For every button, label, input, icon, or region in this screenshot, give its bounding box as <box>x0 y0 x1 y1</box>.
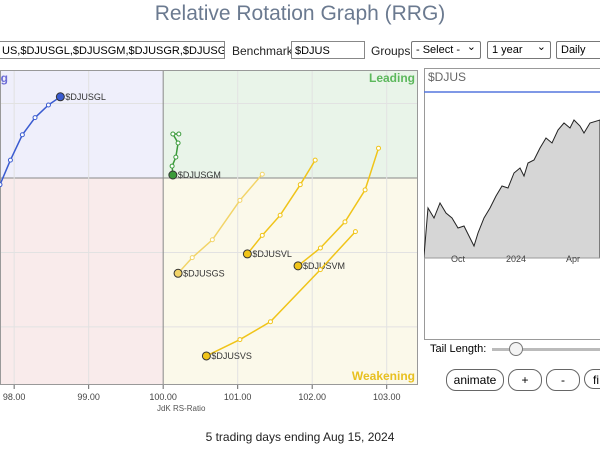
fit-button[interactable]: fi <box>584 369 600 389</box>
quadrant-weakening <box>163 177 418 385</box>
quadrant-leading <box>163 70 418 178</box>
tail-point <box>176 131 182 137</box>
tail-point <box>170 131 176 137</box>
tail-slider-thumb[interactable] <box>509 342 523 356</box>
tail-point <box>317 245 323 251</box>
benchmark-x-label: 2024 <box>506 254 526 264</box>
tail-slider-track[interactable] <box>492 348 600 351</box>
tail-point <box>7 157 13 163</box>
groups-label: Groups: <box>371 44 414 58</box>
tail-point <box>173 154 179 160</box>
benchmark-x-label: Apr <box>566 254 580 264</box>
benchmark-price <box>424 119 600 259</box>
symbols-input[interactable]: US,$DJUSGL,$DJUSGM,$DJUSGR,$DJUSGS <box>0 41 225 59</box>
head-marker <box>173 268 183 278</box>
series-label: $DJUSVS <box>211 351 252 361</box>
series-label: $DJUSGM <box>178 170 221 180</box>
tail-point <box>19 132 25 138</box>
x-tick-label: 99.00 <box>77 392 100 402</box>
page-title: Relative Rotation Graph (RRG) <box>154 2 446 25</box>
tail-point <box>312 157 318 163</box>
quadrant-improving <box>0 70 164 178</box>
tail-point <box>376 145 382 151</box>
series-label: $DJUSVL <box>252 249 292 259</box>
tail-point <box>175 140 181 146</box>
tail-point <box>297 182 303 188</box>
tail-point <box>45 102 51 108</box>
head-marker <box>168 170 178 180</box>
benchmark-input[interactable]: $DJUS <box>291 41 365 59</box>
tail-point <box>0 182 3 188</box>
tail-point <box>362 187 368 193</box>
head-marker <box>293 261 303 271</box>
animate-button[interactable]: animate <box>446 369 504 391</box>
tail-point <box>237 197 243 203</box>
rrg-chart: 98.00 99.00 100.00 101.00 102.00 103.00 JdK RS… <box>0 70 418 413</box>
quadrant-lagging <box>0 177 164 385</box>
benchmark-chart: $DJUS Oct 2024 Apr <box>424 68 600 340</box>
quadrant-label: Leading <box>369 71 415 85</box>
head-marker <box>242 249 252 259</box>
tail-point <box>352 229 358 235</box>
tail-point <box>317 267 323 273</box>
x-tick-label: 102.00 <box>298 392 326 402</box>
series-label: $DJUSGS <box>183 268 225 278</box>
tail-point <box>342 219 348 225</box>
head-marker <box>201 351 211 361</box>
groups-select[interactable]: - Select - <box>411 39 481 59</box>
footer: 5 trading days ending Aug 15, 2024 <box>205 430 395 444</box>
period-select[interactable]: 1 year <box>487 39 551 59</box>
plot-frame <box>0 70 418 385</box>
x-tick-label: 100.00 <box>149 392 177 402</box>
series-label: $DJUSGL <box>65 92 106 102</box>
quadrant-label: Improving <box>0 71 8 85</box>
tail-point <box>189 255 195 261</box>
quadrant-label: Weakening <box>352 369 415 383</box>
zoom-out-button[interactable]: - <box>546 369 580 391</box>
tail-point <box>32 115 38 121</box>
tail-point <box>277 212 283 218</box>
tail-length-label: Tail Length: <box>430 343 487 355</box>
benchmark-x-label: Oct <box>451 254 466 264</box>
tail-point <box>169 163 175 169</box>
head-marker <box>55 92 65 102</box>
tail-point <box>209 237 215 243</box>
frequency-select[interactable]: Daily <box>556 41 600 59</box>
tail-point <box>259 171 265 177</box>
tail-point <box>237 337 243 343</box>
benchmark-label: Benchmark: <box>232 44 297 58</box>
x-axis-label: JdK RS-Ratio <box>157 404 206 413</box>
zoom-in-button[interactable]: + <box>508 369 542 391</box>
x-tick-label: 103.00 <box>373 392 401 402</box>
benchmark-title: $DJUS <box>428 70 466 84</box>
tail-point <box>259 232 265 238</box>
x-tick-label: 98.00 <box>3 392 26 402</box>
x-tick-label: 101.00 <box>224 392 252 402</box>
tail-point <box>267 319 273 325</box>
